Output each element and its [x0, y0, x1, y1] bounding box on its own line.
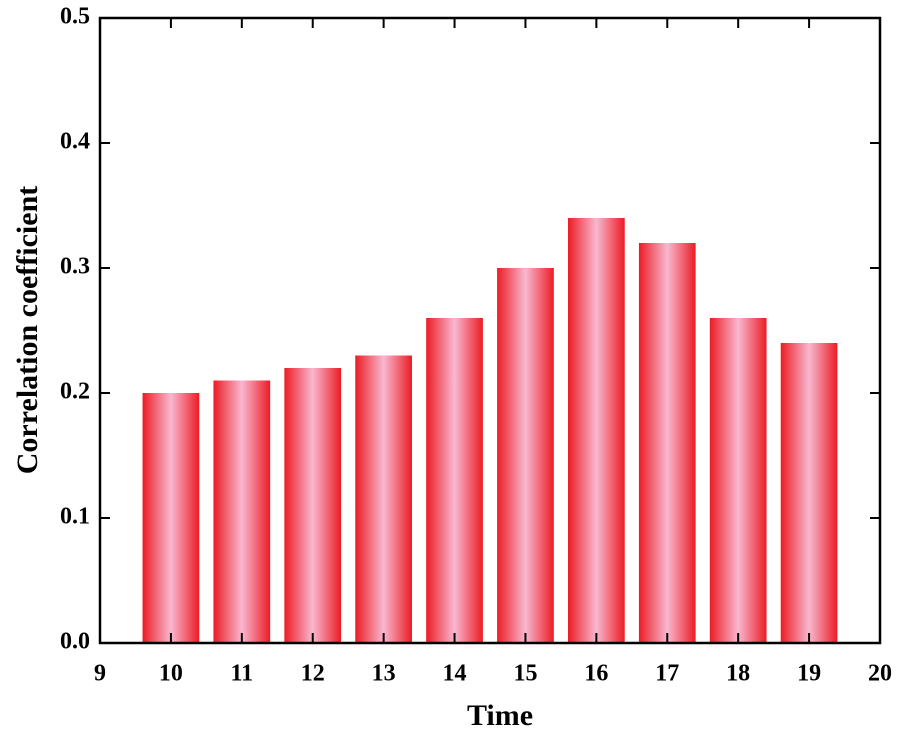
x-tick-label: 9 [94, 661, 106, 687]
plot-frame [98, 16, 882, 645]
bar [213, 380, 271, 643]
x-tick-label: 12 [301, 661, 325, 687]
y-tick-label: 0.4 [60, 129, 90, 155]
y-tick-label: 0.2 [60, 379, 90, 405]
x-tick-label: 11 [230, 661, 253, 687]
bar [142, 393, 200, 643]
x-tick-label: 18 [726, 661, 750, 687]
x-tick-label: 15 [513, 661, 537, 687]
y-tick-label: 0.0 [60, 629, 90, 655]
x-tick-label: 10 [159, 661, 183, 687]
x-tick-label: 20 [868, 661, 892, 687]
x-tick-label: 17 [655, 661, 679, 687]
bar [709, 318, 767, 643]
bar [284, 368, 342, 643]
bar [568, 218, 625, 643]
y-tick-label: 0.3 [60, 254, 90, 280]
y-tick-label: 0.5 [60, 4, 90, 30]
bar [638, 243, 696, 643]
x-axis-title: Time [467, 699, 533, 732]
x-tick-label: 16 [584, 661, 608, 687]
y-tick-label: 0.1 [60, 504, 90, 530]
bar [497, 268, 554, 643]
y-axis-title: Correlation coefficient [11, 186, 44, 475]
x-tick-label: 14 [443, 661, 467, 687]
x-tick-label: 13 [372, 661, 396, 687]
bar [426, 318, 483, 643]
bar [780, 343, 838, 643]
x-tick-label: 19 [797, 661, 821, 687]
bar [355, 355, 412, 643]
